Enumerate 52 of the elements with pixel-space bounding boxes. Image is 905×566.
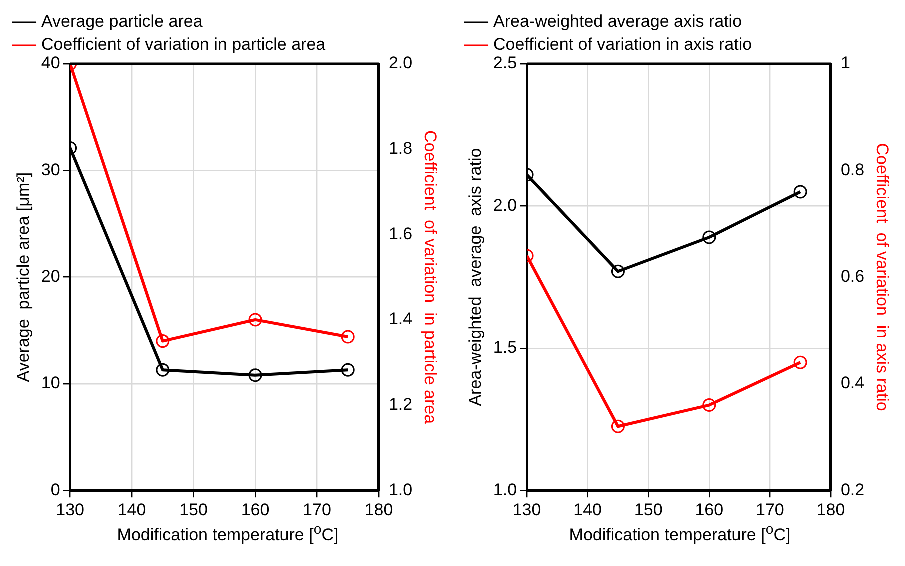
x-tick-label: 180 bbox=[816, 500, 846, 520]
y-tick-label: 40 bbox=[41, 54, 60, 73]
y2-axis-title: Coefficient of variation in particle area bbox=[421, 130, 440, 425]
x-tick-label: 130 bbox=[512, 500, 542, 520]
y-tick-label: 2.5 bbox=[493, 54, 518, 73]
y-tick-label: 1.5 bbox=[493, 338, 518, 358]
x-tick-label: 160 bbox=[241, 500, 270, 520]
y2-tick-label: 0.6 bbox=[840, 266, 865, 286]
y2-tick-label: 0.2 bbox=[840, 480, 865, 500]
point bbox=[248, 313, 262, 327]
y2-tick-label: 1 bbox=[840, 54, 850, 73]
legend-label: Average particle area bbox=[42, 12, 204, 32]
x-tick-label: 170 bbox=[756, 500, 784, 520]
legend-label: Coefficient of variation in axis ratio bbox=[494, 35, 752, 54]
y-tick-label: 0 bbox=[50, 480, 60, 500]
y-axis-title: Average particle area [μm²] bbox=[14, 172, 33, 382]
y-tick-label: 1.0 bbox=[493, 480, 518, 500]
y2-tick-label: 1.6 bbox=[388, 224, 413, 244]
point bbox=[156, 334, 170, 348]
x-tick-label: 130 bbox=[56, 500, 84, 520]
point bbox=[156, 363, 170, 377]
y2-axis-title: Coefficient of variation in axis ratio bbox=[873, 143, 892, 412]
x-axis-title: Modification temperature [$^{o}$C] bbox=[116, 522, 340, 546]
x-tick-label: 150 bbox=[180, 500, 208, 520]
point bbox=[341, 330, 355, 344]
y-tick-label: 2.0 bbox=[493, 196, 518, 215]
point bbox=[794, 185, 808, 199]
legend-label: Area-weighted average axis ratio bbox=[494, 12, 742, 32]
x-axis-title: Modification temperature [$^{o}$C] bbox=[568, 522, 792, 546]
point bbox=[794, 356, 808, 370]
x-tick-label: 160 bbox=[695, 500, 724, 520]
x-tick-label: 140 bbox=[574, 500, 602, 520]
y2-tick-label: 1.8 bbox=[388, 139, 413, 158]
point bbox=[702, 398, 716, 412]
x-tick-label: 140 bbox=[118, 500, 146, 520]
y-axis-title: Area-weighted average axis ratio bbox=[466, 148, 485, 406]
x-tick-label: 150 bbox=[634, 500, 663, 520]
x-tick-label: 180 bbox=[364, 500, 394, 520]
y-tick-label: 10 bbox=[41, 374, 60, 393]
x-tick-label: 170 bbox=[303, 500, 332, 520]
y2-tick-label: 0.4 bbox=[840, 374, 865, 393]
y2-tick-label: 1.4 bbox=[388, 310, 413, 329]
y2-tick-label: 2.0 bbox=[388, 54, 413, 73]
y2-tick-label: 0.8 bbox=[840, 160, 865, 180]
y2-tick-label: 1.0 bbox=[388, 480, 413, 500]
y2-tick-label: 1.2 bbox=[388, 394, 413, 414]
y-tick-label: 30 bbox=[41, 160, 60, 180]
point bbox=[702, 230, 716, 244]
legend-label: Coefficient of variation in particle area bbox=[42, 35, 326, 54]
point bbox=[248, 368, 262, 382]
y-tick-label: 20 bbox=[41, 266, 60, 286]
point bbox=[341, 363, 355, 377]
